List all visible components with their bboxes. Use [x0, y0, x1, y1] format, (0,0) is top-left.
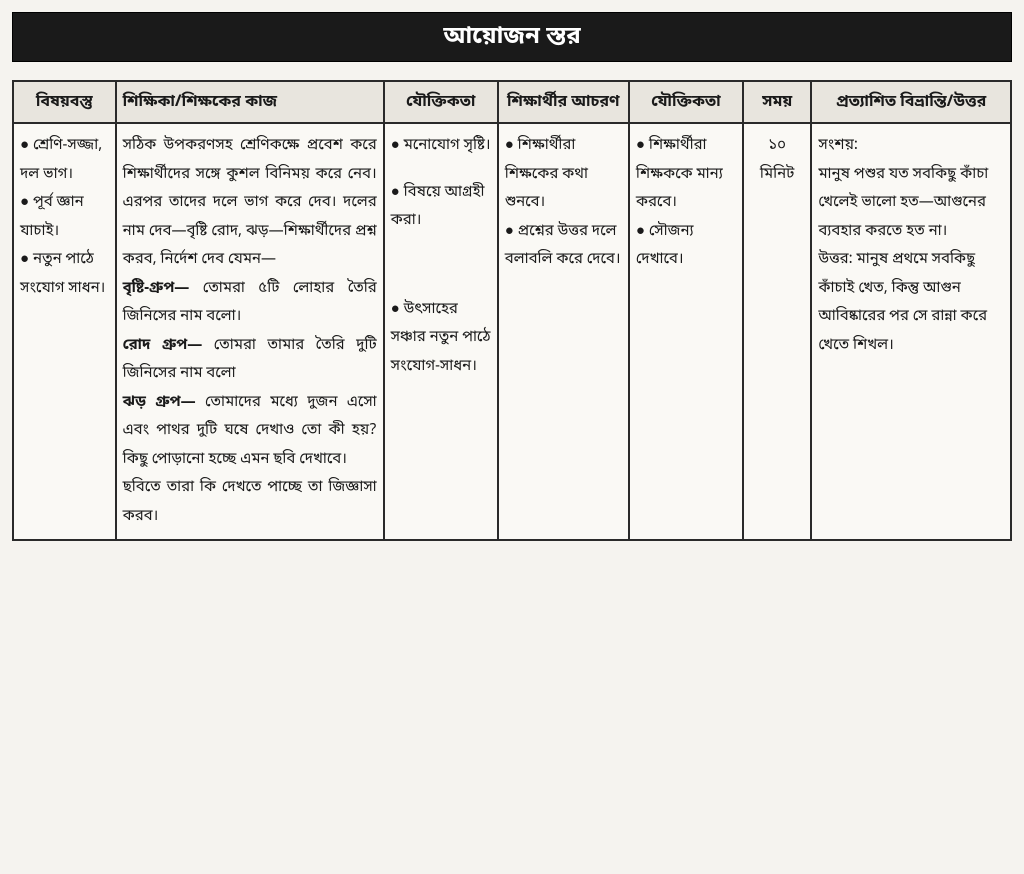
cell-time: ১০ মিনিট: [743, 123, 811, 540]
lesson-plan-table: বিষয়বস্তু শিক্ষিকা/শিক্ষকের কাজ যৌক্তিক…: [12, 80, 1012, 541]
teacher-text-2: বৃষ্টি-গ্রুপ— তোমরা ৫টি লোহার তৈরি জিনিস…: [123, 275, 377, 332]
rationale1-item-3: ● উৎসাহের সঞ্চার নতুন পাঠে সংযোগ-সাধন।: [391, 296, 491, 382]
cell-teacher: সঠিক উপকরণসহ শ্রেণিকক্ষে প্রবেশ করে শিক্…: [116, 123, 384, 540]
topic-item-1: ● শ্রেণি-সজ্জা, দল ভাগ।: [20, 132, 109, 189]
header-rationale2: যৌক্তিকতা: [629, 81, 743, 123]
expected-answer: উত্তর: মানুষ প্রথমে সবকিছু কাঁচাই খেত, ক…: [818, 246, 1004, 360]
header-time: সময়: [743, 81, 811, 123]
rationale2-item-2: ● সৌজন্য দেখাবে।: [636, 218, 736, 275]
teacher-text-5: ছবিতে তারা কি দেখতে পাচ্ছে তা জিজ্ঞাসা ক…: [123, 474, 377, 531]
section-title: আয়োজন স্তর: [12, 12, 1012, 62]
cell-rationale1: ● মনোযোগ সৃষ্টি। ● বিষয়ে আগ্রহী করা। ● …: [384, 123, 498, 540]
cell-expected: সংশয়: মানুষ পশুর যত সবকিছু কাঁচা খেলেই …: [811, 123, 1011, 540]
cell-rationale2: ● শিক্ষার্থীরা শিক্ষককে মান্য করবে। ● সৌ…: [629, 123, 743, 540]
teacher-text-4: ঝড় গ্রুপ— তোমাদের মধ্যে দুজন এসো এবং পা…: [123, 389, 377, 475]
cell-topic: ● শ্রেণি-সজ্জা, দল ভাগ। ● পূর্ব জ্ঞান যা…: [13, 123, 116, 540]
rationale1-item-1: ● মনোযোগ সৃষ্টি।: [391, 132, 491, 161]
topic-item-3: ● নতুন পাঠে সংযোগ সাধন।: [20, 246, 109, 303]
cell-student: ● শিক্ষার্থীরা শিক্ষকের কথা শুনবে। ● প্র…: [498, 123, 629, 540]
group-name-2: রোদ গ্রুপ—: [123, 336, 203, 356]
header-expected: প্রত্যাশিত বিভ্রান্তি/উত্তর: [811, 81, 1011, 123]
student-item-1: ● শিক্ষার্থীরা শিক্ষকের কথা শুনবে।: [505, 132, 622, 218]
header-topic: বিষয়বস্তু: [13, 81, 116, 123]
group-name-1: বৃষ্টি-গ্রুপ—: [123, 279, 190, 299]
rationale2-item-1: ● শিক্ষার্থীরা শিক্ষককে মান্য করবে।: [636, 132, 736, 218]
header-row: বিষয়বস্তু শিক্ষিকা/শিক্ষকের কাজ যৌক্তিক…: [13, 81, 1011, 123]
teacher-text-3: রোদ গ্রুপ— তোমরা তামার তৈরি দুটি জিনিসের…: [123, 332, 377, 389]
group-name-3: ঝড় গ্রুপ—: [123, 393, 196, 413]
header-rationale1: যৌক্তিকতা: [384, 81, 498, 123]
rationale1-item-2: ● বিষয়ে আগ্রহী করা।: [391, 179, 491, 236]
topic-item-2: ● পূর্ব জ্ঞান যাচাই।: [20, 189, 109, 246]
teacher-text-1: সঠিক উপকরণসহ শ্রেণিকক্ষে প্রবেশ করে শিক্…: [123, 132, 377, 275]
header-teacher: শিক্ষিকা/শিক্ষকের কাজ: [116, 81, 384, 123]
content-row: ● শ্রেণি-সজ্জা, দল ভাগ। ● পূর্ব জ্ঞান যা…: [13, 123, 1011, 540]
header-student: শিক্ষার্থীর আচরণ: [498, 81, 629, 123]
expected-doubt: মানুষ পশুর যত সবকিছু কাঁচা খেলেই ভালো হত…: [818, 161, 1004, 247]
student-item-2: ● প্রশ্নের উত্তর দলে বলাবলি করে দেবে।: [505, 218, 622, 275]
expected-label: সংশয়:: [818, 132, 1004, 161]
